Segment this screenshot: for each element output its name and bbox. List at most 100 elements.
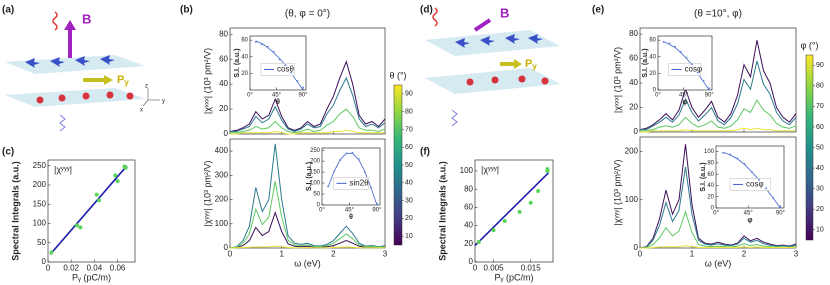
y-tick-label: 20 <box>707 194 714 200</box>
x-tick-label: 1 <box>279 250 284 259</box>
field-arrow <box>473 18 492 32</box>
layer <box>425 30 560 56</box>
x-axis-label: φ <box>747 217 752 224</box>
subscript: y <box>124 78 129 87</box>
y-tick-label: 150 <box>310 170 321 176</box>
series-line <box>640 245 796 249</box>
panel-label: (b) <box>180 5 193 16</box>
point <box>97 198 102 203</box>
colorbar-tick-label: 60 <box>405 144 413 151</box>
y-axis-label: S.I. (a.u.) <box>642 48 649 77</box>
plot-frame <box>321 147 381 206</box>
x-axis-label: ω (eV) <box>705 258 732 268</box>
x-tick-label: 0° <box>655 92 661 98</box>
point <box>266 45 269 48</box>
point <box>115 179 120 184</box>
light-wave <box>432 7 438 27</box>
y-axis-label: Spectral Integrals (a.u.) <box>10 161 20 261</box>
y-tick-label: 20 <box>241 71 248 77</box>
polarization-label: Py <box>117 74 129 87</box>
series-line <box>229 181 386 249</box>
colorbar-tick-label: 40 <box>405 180 413 187</box>
legend-box <box>333 177 369 190</box>
y-tick-label: 40 <box>241 54 248 60</box>
point <box>750 170 753 173</box>
y-tick-label: 50 <box>313 192 320 198</box>
y-tick-label: 40 <box>464 221 473 230</box>
spins-top <box>455 34 543 48</box>
point <box>272 50 275 53</box>
symbol: P <box>525 58 532 70</box>
point <box>339 159 342 162</box>
series-line <box>229 211 386 249</box>
y-tick-label: 80 <box>629 29 638 38</box>
y-tick-label: 200 <box>33 180 47 189</box>
series-line <box>639 144 797 249</box>
y-axis-label: |χˣˣˣ| (10³ pm²/V) <box>202 48 212 114</box>
point <box>302 86 305 89</box>
schematic-d: B Py <box>425 5 560 127</box>
layer <box>5 55 145 74</box>
point <box>290 71 293 74</box>
y-tick-label: 100 <box>215 219 229 228</box>
x-tick-label: 90° <box>372 207 382 213</box>
y-tick-label: 200 <box>215 195 229 204</box>
y-tick-label: 250 <box>33 161 47 170</box>
x-tick-label: 2 <box>331 250 336 259</box>
point <box>363 171 366 174</box>
y-axis-label: |χʸʸʸ| (10³ pm²/V) <box>202 160 212 226</box>
field-arrowhead <box>64 20 76 30</box>
series-line <box>640 127 796 133</box>
colorbar-tick-label: 20 <box>405 215 413 222</box>
point <box>674 45 677 48</box>
point <box>743 163 746 166</box>
colorbar <box>393 84 403 246</box>
colorbar <box>805 54 814 241</box>
point <box>736 157 739 160</box>
y-tick-label: 0 <box>469 257 474 266</box>
legend-box <box>729 178 772 191</box>
y-tick-label: 60 <box>464 202 473 211</box>
point <box>772 196 775 199</box>
point <box>502 219 507 224</box>
x-tick-label: 0.005 <box>484 264 505 273</box>
point <box>679 50 682 53</box>
x-tick-label: 45° <box>679 92 689 98</box>
legend-box <box>260 63 295 76</box>
colorbar-tick-label: 50 <box>816 144 824 151</box>
y-tick-label: 100 <box>704 149 715 155</box>
y-tick-label: 100 <box>310 181 321 187</box>
y-tick-label: 20 <box>649 71 656 77</box>
colorbar-tick-label: 30 <box>816 185 824 192</box>
schematic-a: B Py x y z <box>5 11 165 132</box>
legend-label: cosθ <box>277 65 294 74</box>
y-tick-label: 400 <box>215 146 229 155</box>
point <box>123 165 128 170</box>
y-tick-label: 60 <box>219 54 228 63</box>
series-line <box>229 60 386 132</box>
fit-line <box>49 165 128 255</box>
field-label: B <box>500 5 509 20</box>
y-tick-label: 100 <box>460 166 474 175</box>
colorbar-tick-label: 80 <box>816 83 824 90</box>
y-tick-label: 20 <box>629 103 638 112</box>
point <box>75 223 79 228</box>
axis-label: z <box>145 84 148 90</box>
x-tick-label: 0 <box>473 264 478 273</box>
y-tick-label: 40 <box>707 183 714 189</box>
colorbar-tick-label: 60 <box>816 124 824 131</box>
x-tick-label: 0° <box>713 210 719 216</box>
y-tick-label: 60 <box>707 172 714 178</box>
series-line <box>230 129 385 135</box>
y-tick-label: 0 <box>711 206 715 212</box>
point <box>296 79 299 82</box>
panel-label: (d) <box>420 5 433 16</box>
point <box>278 58 281 61</box>
plot-frame <box>47 159 136 263</box>
y-tick-label: 200 <box>625 147 639 156</box>
y-tick-label: 0 <box>42 257 47 266</box>
point <box>369 186 372 189</box>
y-tick-label: 0 <box>224 243 229 252</box>
x-tick-label: 90° <box>776 210 786 216</box>
